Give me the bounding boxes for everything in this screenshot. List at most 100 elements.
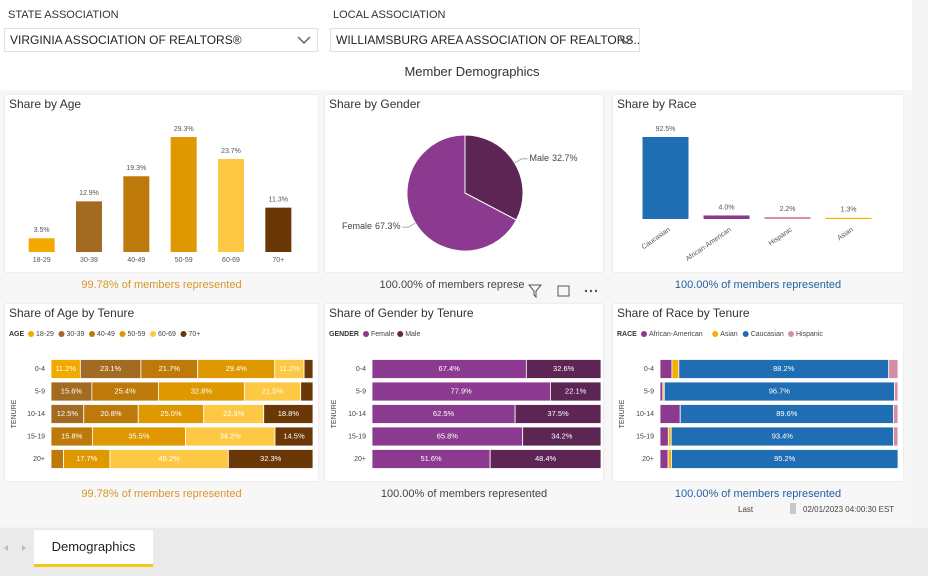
chart-title: Share of Age by Tenure xyxy=(9,306,135,320)
segment-label: 25.4% xyxy=(115,386,137,395)
bar-segment xyxy=(671,449,899,469)
more-options-dot[interactable] xyxy=(589,289,593,293)
y-tick-label: 0-4 xyxy=(644,366,654,373)
chart-title: Share of Race by Tenure xyxy=(617,306,750,320)
filter-dropdown[interactable]: WILLIAMSBURG AREA ASSOCIATION OF REALTOR… xyxy=(330,28,640,52)
more-options-dot[interactable] xyxy=(584,289,588,293)
chart: Share of Race by Tenure RACE African-Ameri… xyxy=(617,306,899,469)
legend-label: 40-49 xyxy=(97,331,115,338)
segment-label: 11.2% xyxy=(55,364,76,373)
slice-value: 32.7% xyxy=(552,153,578,163)
legend-title: RACE xyxy=(617,331,637,338)
x-tick-label: Caucasian xyxy=(641,226,672,251)
filter-icon[interactable] xyxy=(527,284,543,299)
segment-label: 25.0% xyxy=(160,409,182,418)
bar-segment xyxy=(659,449,669,469)
y-axis-title: TENURE xyxy=(331,399,338,428)
y-tick-label: 20+ xyxy=(642,456,654,463)
y-tick-label: 5-9 xyxy=(356,388,366,395)
chart: Share by Age 3.5% 18-29 12.9% 30-39 19.3% 40-4… xyxy=(9,97,292,264)
segment-label: 21.5% xyxy=(262,386,284,395)
chart-panel: Share by Gender Female 67.3% Male 32.7% xyxy=(325,95,603,272)
page-title: Member Demographics xyxy=(404,64,540,79)
legend-swatch xyxy=(150,331,156,337)
segment-label: 67.4% xyxy=(439,364,461,373)
bar xyxy=(123,176,150,252)
filter-label: LOCAL ASSOCIATION xyxy=(333,9,446,21)
segment-label: 62.5% xyxy=(433,409,455,418)
y-tick-label: 10-14 xyxy=(636,411,654,418)
chart-title: Share by Gender xyxy=(329,97,420,111)
coverage-note: 100.00% of members represented xyxy=(380,488,548,500)
segment-label: 45.2% xyxy=(159,454,181,463)
chart-panel: Share by Age 3.5% 18-29 12.9% 30-39 19.3% 40-4… xyxy=(5,95,318,272)
y-axis-title: TENURE xyxy=(619,399,626,428)
legend-label: Female xyxy=(371,331,394,338)
legend-label: 70+ xyxy=(189,331,201,338)
x-tick-label: 30-39 xyxy=(80,257,98,264)
bar xyxy=(218,158,244,252)
legend-label: 18-29 xyxy=(36,331,54,338)
bar-segment xyxy=(300,381,314,402)
segment-label: 32.6% xyxy=(553,364,575,373)
bar-segment xyxy=(888,359,899,379)
legend-label: Asian xyxy=(720,331,738,338)
x-tick-label: 50-59 xyxy=(175,257,193,264)
data-label: 3.5% xyxy=(34,227,50,234)
segment-label: 95.2% xyxy=(774,454,796,463)
legend-title: AGE xyxy=(9,331,25,338)
segment-label: 88.2% xyxy=(773,364,795,373)
coverage-note: 100.00% of members represe xyxy=(379,279,525,291)
segment-label: 34.2% xyxy=(220,431,242,440)
segment-label: 14.5% xyxy=(283,431,305,440)
tab-nav-arrows[interactable] xyxy=(2,541,32,555)
segment-label: 65.8% xyxy=(437,431,459,440)
x-tick-label: 70+ xyxy=(272,257,284,264)
slice-category: Female xyxy=(342,222,372,232)
y-tick-label: 10-14 xyxy=(348,411,366,418)
bar xyxy=(170,137,197,252)
chart-title: Share by Race xyxy=(617,97,697,111)
x-tick-label: Asian xyxy=(836,226,854,242)
bar-segment xyxy=(303,359,314,379)
y-tick-label: 20+ xyxy=(354,456,366,463)
legend-label: Caucasian xyxy=(751,331,784,338)
legend-swatch xyxy=(28,331,34,337)
x-tick-label: African-American xyxy=(685,226,733,263)
segment-label: 96.7% xyxy=(769,386,791,395)
slice-label: Male 32.7% xyxy=(529,153,577,163)
bar-segment xyxy=(893,426,899,447)
page-tab[interactable]: Demographics xyxy=(34,530,153,567)
bar-segment xyxy=(274,426,314,447)
focus-mode-icon[interactable] xyxy=(557,285,570,297)
coverage-note: 99.78% of members represented xyxy=(81,279,242,291)
bar xyxy=(764,217,811,219)
y-tick-label: 15-19 xyxy=(27,433,45,440)
legend-label: Hispanic xyxy=(796,331,823,338)
legend-label: 60-69 xyxy=(158,331,176,338)
y-tick-label: 0-4 xyxy=(356,366,366,373)
segment-label: 77.9% xyxy=(451,386,473,395)
data-label: 23.7% xyxy=(221,148,241,155)
chart: Share of Age by Tenure AGE 18-29 30-39 40-49… xyxy=(9,306,314,469)
chart-title: Share of Gender by Tenure xyxy=(329,306,474,320)
y-tick-label: 0-4 xyxy=(35,366,45,373)
legend-swatch xyxy=(641,331,647,337)
chevron-icon xyxy=(619,36,633,44)
bar-segment xyxy=(894,381,899,402)
filter-value: VIRGINIA ASSOCIATION OF REALTORS® xyxy=(10,33,242,47)
x-tick-label: 60-69 xyxy=(222,257,240,264)
bar-segment xyxy=(659,359,673,379)
bar-segment xyxy=(263,404,314,424)
data-label: 4.0% xyxy=(719,204,735,211)
filter-dropdown[interactable]: VIRGINIA ASSOCIATION OF REALTORS® xyxy=(4,28,318,52)
legend-swatch xyxy=(397,331,404,337)
more-options-dot[interactable] xyxy=(594,289,598,293)
bar-segment xyxy=(549,381,602,402)
bar xyxy=(642,137,689,219)
refresh-timestamp: 02/01/2023 04:00:30 EST xyxy=(803,505,895,514)
bar-segment xyxy=(667,449,672,469)
bar xyxy=(703,215,750,219)
segment-label: 35.5% xyxy=(128,431,150,440)
segment-label: 37.5% xyxy=(547,409,569,418)
